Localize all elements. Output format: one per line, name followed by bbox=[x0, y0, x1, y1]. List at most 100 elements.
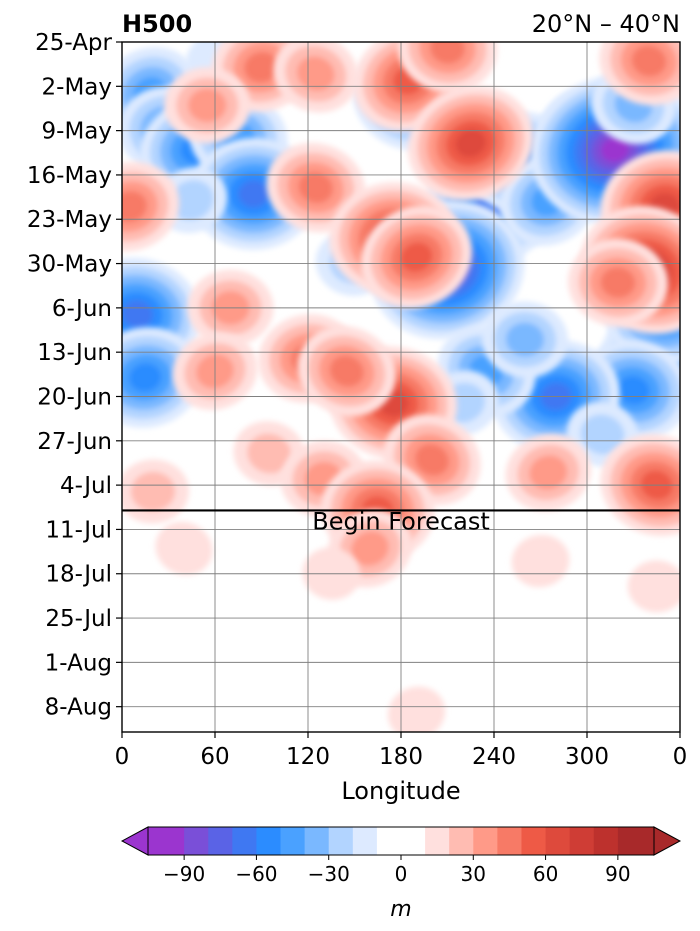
colorbar-tick-label: −60 bbox=[235, 862, 277, 886]
colorbar-swatch bbox=[208, 827, 233, 855]
anomaly-contour bbox=[351, 531, 389, 566]
colorbar-extend-high bbox=[653, 826, 682, 856]
anomaly-contour bbox=[430, 42, 465, 64]
anomaly-contour bbox=[122, 191, 147, 223]
y-tick-label: 9-May bbox=[42, 119, 112, 145]
colorbar-swatch bbox=[425, 827, 450, 855]
colorbar-swatch bbox=[497, 827, 522, 855]
anomaly-contour bbox=[169, 180, 214, 221]
anomaly-contour bbox=[505, 322, 545, 357]
x-tick-label: 180 bbox=[379, 744, 423, 770]
anomaly-contour bbox=[130, 471, 176, 512]
anomaly-contour bbox=[247, 433, 292, 474]
y-tick-label: 18-Jul bbox=[45, 562, 112, 588]
colorbar-swatch bbox=[352, 827, 378, 855]
colorbar-swatch bbox=[376, 827, 426, 855]
anomaly-contour bbox=[238, 180, 270, 208]
anomaly-blob bbox=[164, 67, 251, 144]
y-tick-label: 16-May bbox=[27, 163, 112, 189]
colorbar-swatch bbox=[256, 827, 282, 855]
colorbar-swatch bbox=[184, 827, 209, 855]
colorbar-tick-label: 60 bbox=[533, 862, 558, 886]
colorbar-swatch bbox=[148, 827, 185, 855]
y-tick-label: 11-Jul bbox=[45, 517, 112, 543]
colorbar-swatch bbox=[304, 827, 330, 855]
y-tick-label: 8-Aug bbox=[45, 695, 112, 721]
x-tick-label: 60 bbox=[200, 744, 229, 770]
chart-title-right: 20°N – 40°N bbox=[532, 10, 680, 38]
anomaly-contour bbox=[600, 267, 636, 298]
anomaly-contour bbox=[400, 242, 433, 272]
anomaly-contour bbox=[631, 45, 667, 77]
y-axis-dates: 25-Apr 2-May 9-May 16-May 23-May 30-May 6-Jun 1… bbox=[27, 30, 122, 721]
anomaly-contour bbox=[129, 363, 162, 392]
anomaly-blob bbox=[122, 459, 189, 524]
y-tick-label: 4-Jul bbox=[60, 473, 112, 499]
y-tick-label: 27-Jun bbox=[37, 429, 112, 455]
y-tick-label: 6-Jun bbox=[52, 296, 112, 322]
anomaly-contour bbox=[387, 686, 446, 732]
x-tick-label: 300 bbox=[565, 744, 609, 770]
colorbar-swatch bbox=[280, 827, 306, 855]
chart-title-left: H500 bbox=[122, 10, 192, 38]
x-tick-label: 0 bbox=[115, 744, 130, 770]
y-tick-label: 25-Jul bbox=[45, 606, 112, 632]
colorbar-swatch bbox=[521, 827, 547, 855]
colorbar-swatch bbox=[232, 827, 257, 855]
colorbar-swatch bbox=[569, 827, 595, 855]
colorbar-swatch bbox=[593, 827, 619, 855]
colorbar-tick-label: 90 bbox=[605, 862, 630, 886]
colorbar-tick-label: 0 bbox=[395, 862, 408, 886]
anomaly-contour bbox=[600, 137, 629, 163]
x-tick-label: 0 bbox=[673, 744, 688, 770]
anomaly-blob bbox=[505, 434, 591, 511]
colorbar: −90 −60 −30 0 30 60 90 bbox=[120, 826, 682, 886]
colorbar-swatch bbox=[473, 827, 498, 855]
y-tick-label: 23-May bbox=[27, 207, 112, 233]
colorbar-swatch bbox=[449, 827, 474, 855]
anomaly-blob bbox=[360, 205, 473, 309]
colorbar-tick-label: −30 bbox=[308, 862, 350, 886]
anomaly-contour bbox=[529, 455, 568, 490]
anomaly-blob bbox=[407, 86, 534, 201]
anomaly-contour bbox=[155, 521, 213, 575]
x-axis-longitude: 0 60 120 180 240 300 0 bbox=[115, 732, 688, 770]
anomaly-blob bbox=[599, 42, 680, 106]
x-axis-label: Longitude bbox=[341, 777, 460, 805]
x-tick-label: 120 bbox=[286, 744, 330, 770]
y-tick-label: 30-May bbox=[27, 252, 112, 278]
anomaly-contour bbox=[244, 51, 279, 83]
y-tick-label: 20-Jun bbox=[37, 384, 112, 410]
anomaly-contour bbox=[122, 300, 153, 328]
y-tick-label: 25-Apr bbox=[35, 30, 112, 56]
colorbar-swatch bbox=[617, 827, 655, 855]
colorbar-tick-label: −90 bbox=[163, 862, 205, 886]
anomaly-blob bbox=[273, 42, 359, 113]
colorbar-swatch bbox=[328, 827, 354, 855]
anomaly-blob bbox=[387, 686, 446, 732]
colorbar-label: m bbox=[390, 897, 411, 922]
anomaly-blob bbox=[397, 42, 498, 93]
y-tick-label: 2-May bbox=[42, 74, 112, 100]
anomaly-contour bbox=[415, 443, 449, 476]
plot-area: Begin Forecast bbox=[121, 41, 681, 733]
x-tick-label: 240 bbox=[472, 744, 516, 770]
colorbar-extend-low bbox=[120, 826, 149, 856]
anomaly-blob bbox=[568, 238, 668, 327]
anomaly-contour bbox=[329, 355, 364, 387]
colorbar-swatch bbox=[545, 827, 571, 855]
anomaly-contour bbox=[580, 414, 625, 455]
anomaly-contour bbox=[455, 129, 486, 158]
y-tick-label: 1-Aug bbox=[45, 650, 112, 676]
anomaly-contour bbox=[617, 375, 650, 405]
colorbar-tick-label: 30 bbox=[461, 862, 486, 886]
anomaly-contour bbox=[188, 88, 227, 123]
anomaly-contour bbox=[298, 172, 333, 204]
y-tick-label: 13-Jun bbox=[37, 340, 112, 366]
anomaly-blob bbox=[266, 142, 366, 233]
anomaly-blob bbox=[297, 326, 396, 417]
begin-forecast-label: Begin Forecast bbox=[312, 507, 490, 535]
anomaly-blob bbox=[155, 521, 213, 575]
anomaly-contour bbox=[296, 56, 335, 91]
